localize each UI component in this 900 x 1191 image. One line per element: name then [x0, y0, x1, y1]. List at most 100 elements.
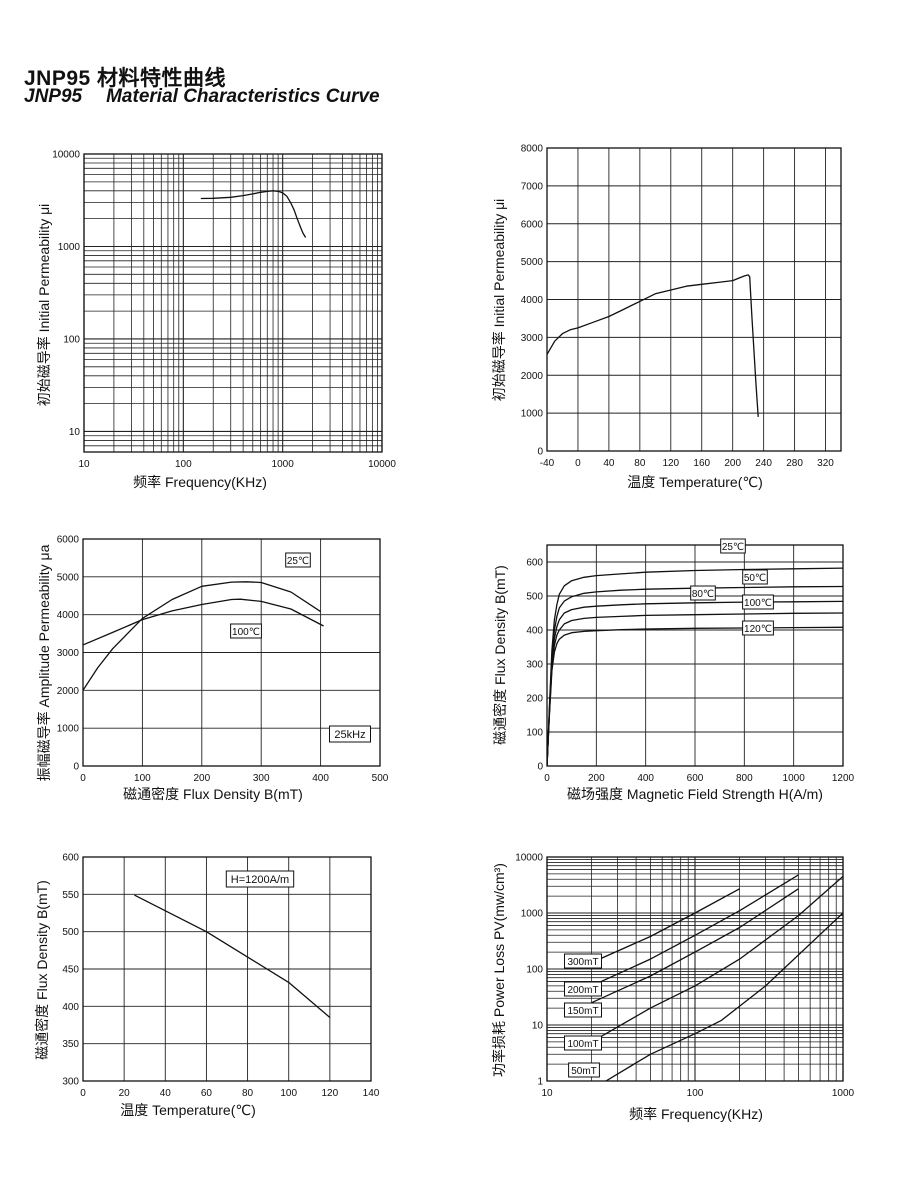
plot-frame	[546, 147, 842, 452]
series-label-text: 80℃	[692, 589, 714, 600]
x-tick-label: 160	[693, 458, 710, 469]
x-tick-label: 100	[134, 773, 151, 784]
x-tick-label: 800	[736, 773, 753, 784]
y-tick-label: 100	[526, 728, 543, 739]
x-tick-label: -40	[540, 458, 555, 469]
series-line	[591, 888, 740, 964]
y-tick-label: 100	[63, 334, 80, 345]
y-axis-label: 振幅磁导率 Amplitude Permeability μa	[36, 544, 52, 781]
y-tick-label: 400	[62, 1002, 79, 1013]
x-axis-label: 频率 Frequency(KHz)	[629, 1106, 763, 1122]
plot-frame	[546, 856, 844, 1082]
x-tick-label: 20	[119, 1088, 131, 1099]
y-tick-label: 10	[69, 427, 81, 438]
y-tick-label: 1000	[521, 409, 544, 420]
y-axis-label: 磁通密度 Flux Density B(mT)	[492, 565, 508, 745]
x-tick-label: 10	[541, 1088, 553, 1099]
y-tick-label: 600	[526, 558, 543, 569]
y-tick-label: 600	[62, 853, 79, 864]
x-tick-label: 200	[724, 458, 741, 469]
series-line	[200, 190, 307, 238]
series-label-box	[285, 552, 311, 568]
x-tick-label: 0	[80, 773, 86, 784]
series-line	[547, 626, 843, 766]
annotation-text: 25kHz	[334, 729, 365, 741]
series-line	[547, 585, 843, 766]
y-tick-label: 8000	[521, 144, 544, 155]
x-tick-label: 0	[80, 1088, 86, 1099]
series-line	[547, 600, 843, 766]
series-label-box	[742, 569, 768, 585]
series-label-box	[564, 953, 602, 969]
series-line	[591, 874, 799, 987]
series-label-text: 25℃	[287, 556, 309, 567]
y-tick-label: 1000	[521, 909, 544, 920]
plot-frame	[546, 544, 844, 767]
x-tick-label: 40	[603, 458, 615, 469]
series-line	[547, 274, 759, 417]
y-axis-label: 磁通密度 Flux Density B(mT)	[34, 880, 50, 1060]
y-tick-label: 10000	[52, 150, 80, 161]
series-label-text: 50℃	[744, 573, 766, 584]
series-label: 100℃	[742, 594, 774, 610]
page-subtitle: JNP95 Material Characteristics Curve	[24, 86, 380, 108]
x-tick-label: 10000	[368, 459, 396, 470]
series-line	[591, 888, 799, 1004]
series-label: 100℃	[230, 623, 262, 639]
x-tick-label: 1000	[783, 773, 806, 784]
series-label: 25℃	[720, 538, 746, 554]
y-axis-label: 初始磁导率 Initial Permeability μi	[36, 204, 52, 407]
chart-flux-density-temperature: 0 20 40 60 80 100 120 140 300 350 400 450 500 550 600 温…	[34, 853, 380, 1119]
x-tick-label: 200	[193, 773, 210, 784]
y-tick-label: 450	[62, 965, 79, 976]
series-label-text: 100mT	[567, 1039, 598, 1050]
x-tick-label: 80	[242, 1088, 254, 1099]
y-tick-label: 200	[526, 694, 543, 705]
y-tick-label: 300	[62, 1077, 79, 1088]
series-label-box	[742, 620, 774, 636]
x-tick-label: 1200	[832, 773, 855, 784]
y-tick-label: 5000	[57, 572, 80, 583]
series-label: 80℃	[690, 585, 716, 601]
y-tick-label: 100	[526, 965, 543, 976]
series-label: 150mT	[564, 1002, 602, 1018]
y-axis-label: 初始磁导率 Initial Permeability μi	[491, 199, 507, 402]
series-label: 200mT	[564, 981, 602, 997]
y-tick-label: 1000	[57, 724, 80, 735]
series-label-text: 100℃	[744, 598, 772, 609]
y-tick-label: 3000	[57, 648, 80, 659]
series-label-text: 300mT	[567, 957, 598, 968]
series-label-box	[742, 594, 774, 610]
x-tick-label: 300	[253, 773, 270, 784]
series-label: 25℃	[285, 552, 311, 568]
x-tick-label: 400	[637, 773, 654, 784]
y-tick-label: 6000	[57, 535, 80, 546]
series-label: 300mT	[564, 953, 602, 969]
y-tick-label: 1	[537, 1077, 543, 1088]
x-tick-label: 280	[786, 458, 803, 469]
annotation-text: H=1200A/m	[231, 874, 289, 886]
y-tick-label: 300	[526, 660, 543, 671]
chart-bh-curve: 0 200 400 600 800 1000 1200 0 100 200 300 400 500 600…	[492, 538, 855, 802]
series-line	[547, 567, 843, 766]
series-label: 120℃	[742, 620, 774, 636]
x-axis-label: 温度 Temperature(℃)	[627, 474, 763, 490]
x-tick-label: 80	[634, 458, 646, 469]
x-tick-label: 200	[588, 773, 605, 784]
y-tick-label: 2000	[521, 371, 544, 382]
x-tick-label: 40	[160, 1088, 172, 1099]
y-tick-label: 5000	[521, 257, 544, 268]
y-tick-label: 4000	[521, 295, 544, 306]
series-label-text: 100℃	[232, 627, 260, 638]
annotation-box	[329, 725, 371, 743]
series-label-box	[230, 623, 262, 639]
y-axis-label: 功率损耗 Power Loss PV(mw/cm³)	[491, 863, 507, 1077]
series-label: 100mT	[564, 1035, 602, 1051]
series-label: 50mT	[568, 1062, 600, 1078]
chart-permeability-frequency: 10 100 1000 10000 10 100 1000 10000 频率 Frequency…	[36, 150, 396, 491]
series-label-text: 200mT	[567, 985, 598, 996]
page-title: JNP95 材料特性曲线	[24, 67, 227, 90]
y-tick-label: 1000	[58, 242, 81, 253]
x-tick-label: 320	[817, 458, 834, 469]
